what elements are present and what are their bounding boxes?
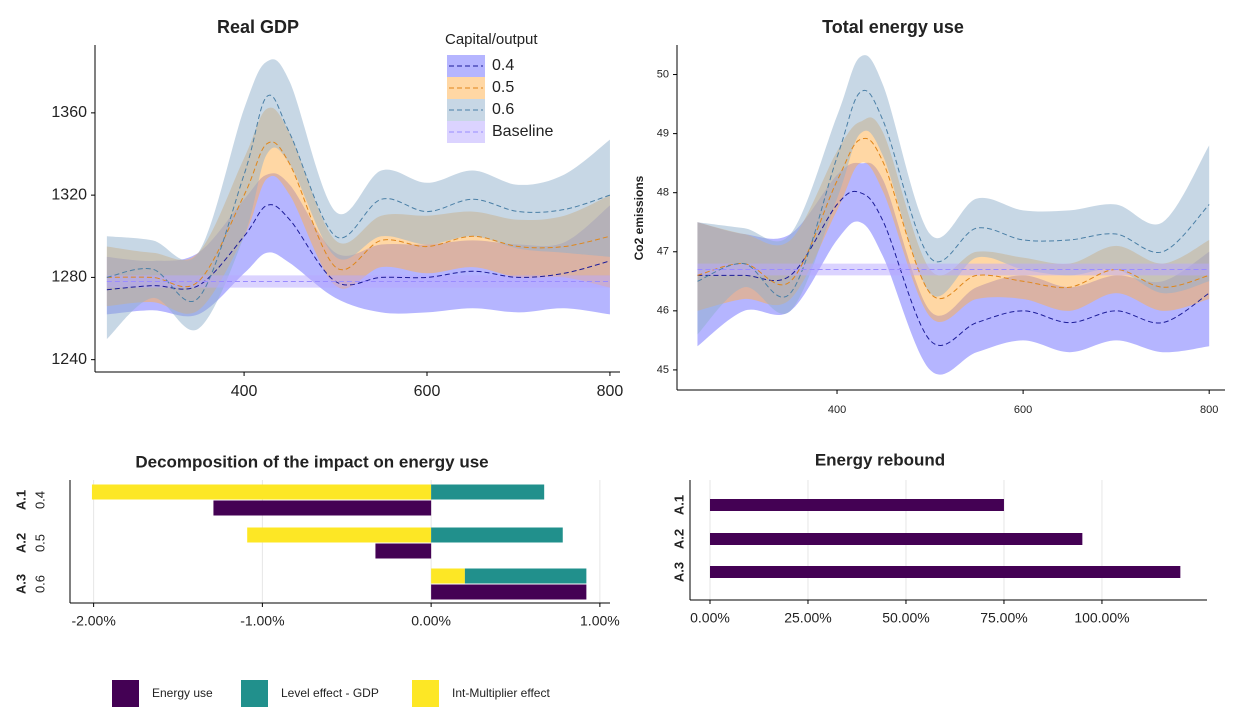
bar bbox=[431, 584, 587, 600]
ribbon bbox=[106, 59, 610, 340]
category-label: A.3 bbox=[671, 562, 686, 582]
bar bbox=[375, 543, 432, 559]
y-tick-label: 48 bbox=[657, 187, 669, 199]
y-tick-label: 47 bbox=[657, 246, 669, 258]
legend-key bbox=[241, 680, 268, 707]
x-tick-label: 0.00% bbox=[411, 613, 451, 629]
x-tick-label: 400 bbox=[231, 383, 258, 400]
y-tick-label: 46 bbox=[657, 305, 669, 317]
ribbon bbox=[697, 263, 1210, 276]
bar bbox=[431, 484, 545, 500]
bar bbox=[709, 533, 1083, 545]
x-tick-label: 800 bbox=[1200, 404, 1218, 416]
ribbon bbox=[106, 107, 610, 314]
bar bbox=[431, 527, 563, 543]
y-tick-label: 45 bbox=[657, 364, 669, 376]
y-axis-label: Co2 emissions bbox=[632, 175, 646, 260]
legend-label: 0.4 bbox=[492, 57, 514, 74]
bar bbox=[709, 499, 1004, 511]
legend-label: Baseline bbox=[492, 123, 553, 140]
legend-label: Level effect - GDP bbox=[281, 686, 379, 700]
y-tick-label: 1320 bbox=[51, 186, 87, 203]
legend-label: Int-Multiplier effect bbox=[452, 686, 550, 700]
category-label: A.1 bbox=[671, 495, 686, 515]
bar bbox=[91, 484, 432, 500]
x-tick-label: 100.00% bbox=[1074, 610, 1129, 626]
line bbox=[697, 137, 1210, 300]
y-tick-label: 1360 bbox=[51, 104, 87, 121]
x-tick-label: -2.00% bbox=[71, 613, 115, 629]
x-tick-label: 1.00% bbox=[580, 613, 620, 629]
x-tick-label: 800 bbox=[597, 383, 624, 400]
chart-title: Energy rebound bbox=[815, 450, 945, 469]
legend-key bbox=[112, 680, 139, 707]
bar bbox=[464, 568, 587, 584]
x-tick-label: -1.00% bbox=[240, 613, 284, 629]
category-label: A.2 bbox=[671, 529, 686, 549]
line bbox=[106, 94, 611, 302]
category-label: A.3 bbox=[13, 574, 28, 594]
legend-title: Capital/output bbox=[445, 31, 538, 48]
subcategory-label: 0.5 bbox=[32, 534, 47, 552]
line bbox=[106, 141, 611, 288]
legend-label: 0.5 bbox=[492, 79, 514, 96]
category-label: A.1 bbox=[13, 490, 28, 510]
subcategory-label: 0.6 bbox=[32, 575, 47, 593]
x-tick-label: 75.00% bbox=[980, 610, 1027, 626]
x-tick-label: 600 bbox=[414, 383, 441, 400]
subcategory-label: 0.4 bbox=[32, 491, 47, 509]
bar bbox=[709, 566, 1181, 578]
bar bbox=[431, 568, 465, 584]
y-tick-label: 1280 bbox=[51, 269, 87, 286]
x-tick-label: 50.00% bbox=[882, 610, 929, 626]
line bbox=[697, 190, 1210, 346]
bar bbox=[213, 500, 432, 516]
line bbox=[697, 90, 1210, 298]
y-tick-label: 1240 bbox=[51, 351, 87, 368]
legend-key bbox=[412, 680, 439, 707]
chart-title: Total energy use bbox=[822, 17, 964, 37]
chart-title: Real GDP bbox=[217, 17, 299, 37]
legend-label: Energy use bbox=[152, 686, 213, 700]
chart-title: Decomposition of the impact on energy us… bbox=[135, 452, 488, 471]
legend-label: 0.6 bbox=[492, 101, 514, 118]
x-tick-label: 400 bbox=[828, 404, 846, 416]
x-tick-label: 600 bbox=[1014, 404, 1032, 416]
x-tick-label: 0.00% bbox=[690, 610, 730, 626]
x-tick-label: 25.00% bbox=[784, 610, 831, 626]
y-tick-label: 50 bbox=[657, 68, 669, 80]
y-tick-label: 49 bbox=[657, 128, 669, 140]
bar bbox=[247, 527, 432, 543]
category-label: A.2 bbox=[13, 533, 28, 553]
